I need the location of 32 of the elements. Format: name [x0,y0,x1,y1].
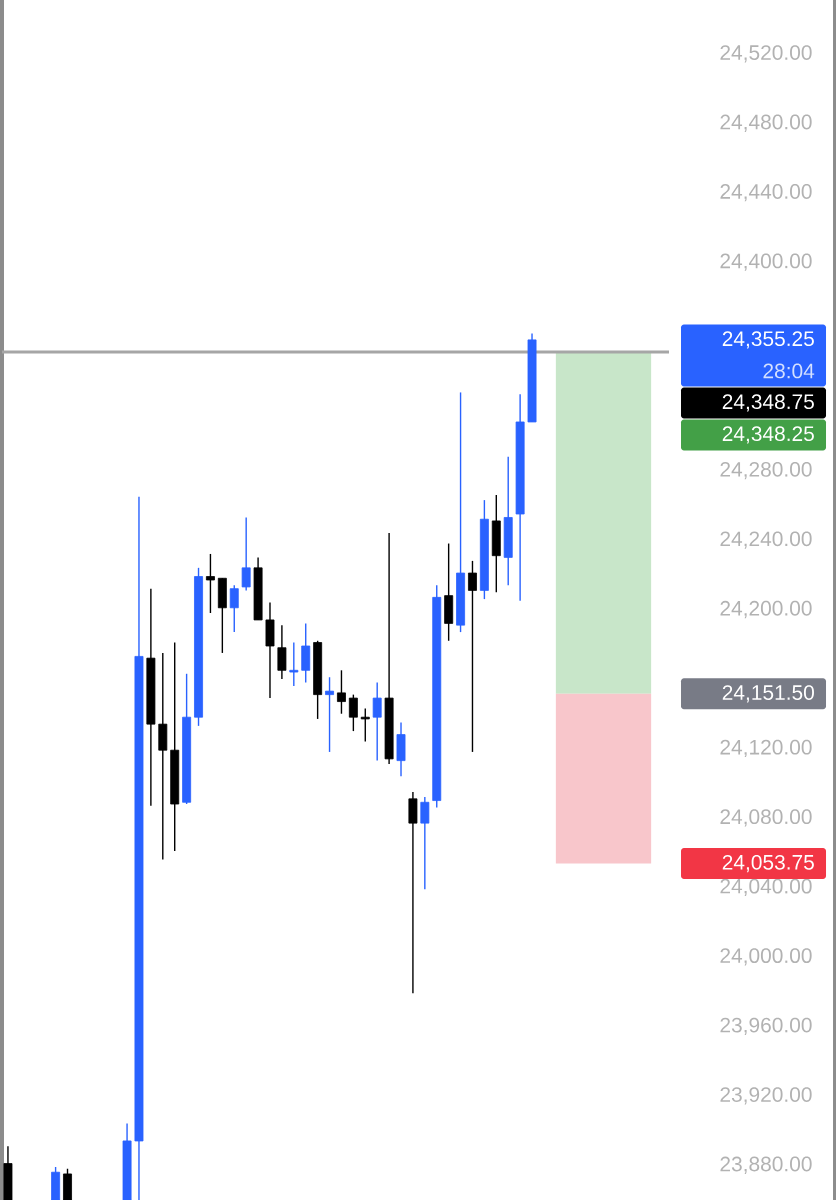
candlestick [468,560,477,753]
y-tick-label: 24,200.00 [720,600,812,619]
candlestick [229,584,239,633]
y-tick-label: 23,920.00 [720,1087,812,1105]
candlestick [348,693,358,732]
y-tick-label: 24,400.00 [720,253,812,271]
y-tick-label: 24,280.00 [720,461,812,480]
text: 24,348.25 [722,426,814,444]
candlestick [360,707,370,743]
y-tick-label: 24,480.00 [720,114,812,132]
y-tick-label: 24,040.00 [720,878,812,897]
text: 24,053.75 [722,854,814,873]
candlestick [277,624,287,680]
candlestick [420,796,430,890]
candlestick [289,641,299,687]
candlestick [372,681,382,762]
y-tick-label: 23,880.00 [720,1156,812,1174]
y-tick-label: 24,520.00 [720,45,812,63]
candlestick [325,676,334,753]
y-tick-label: 24,000.00 [720,948,812,966]
y-tick-label: 24,240.00 [720,531,812,549]
y-tick-label: 24,120.00 [720,739,812,758]
y-tick-label: 24,440.00 [720,184,812,202]
text: 28:04 [763,363,815,379]
y-tick-label: 23,960.00 [720,1017,812,1035]
candlestick [241,516,251,592]
candlestick [337,669,346,715]
candlestick [205,553,215,614]
text: 24,348.75 [722,394,814,412]
text: 24,355.25 [722,331,814,349]
text: 24,151.50 [722,685,814,703]
y-tick-label: 24,080.00 [720,809,812,827]
